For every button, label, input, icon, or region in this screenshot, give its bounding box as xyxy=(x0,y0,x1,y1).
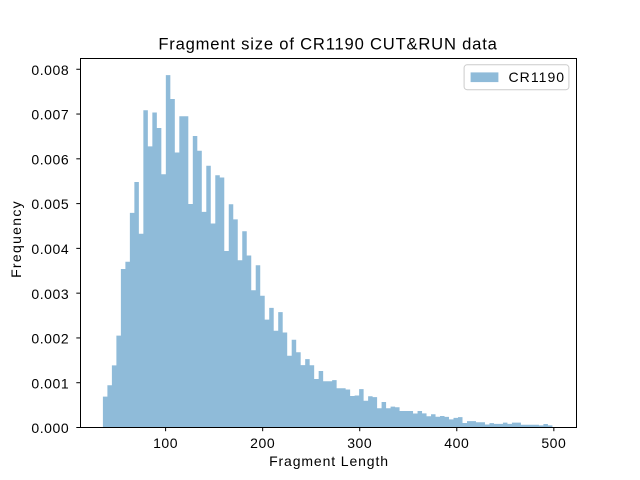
svg-text:Fragment Length: Fragment Length xyxy=(269,453,389,469)
svg-text:0.004: 0.004 xyxy=(31,241,69,257)
svg-text:100: 100 xyxy=(153,435,178,451)
svg-text:0.007: 0.007 xyxy=(31,107,69,123)
svg-text:0.003: 0.003 xyxy=(31,286,69,302)
svg-text:200: 200 xyxy=(250,435,275,451)
svg-text:500: 500 xyxy=(541,435,566,451)
svg-text:0.005: 0.005 xyxy=(31,196,69,212)
svg-text:Fragment size of CR1190 CUT&RU: Fragment size of CR1190 CUT&RUN data xyxy=(158,34,497,53)
svg-text:0.000: 0.000 xyxy=(31,420,69,436)
svg-text:0.001: 0.001 xyxy=(31,375,69,391)
svg-text:0.008: 0.008 xyxy=(31,62,69,78)
svg-text:400: 400 xyxy=(444,435,469,451)
svg-text:0.006: 0.006 xyxy=(31,151,69,167)
svg-text:0.002: 0.002 xyxy=(31,331,69,347)
svg-text:CR1190: CR1190 xyxy=(509,69,566,85)
svg-text:Frequency: Frequency xyxy=(8,200,24,278)
svg-text:300: 300 xyxy=(347,435,372,451)
